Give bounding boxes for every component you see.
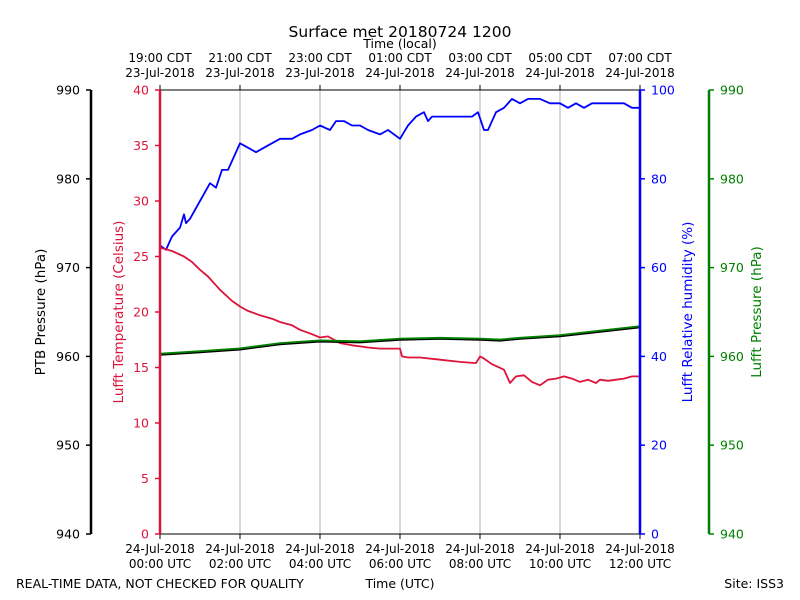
x-tick-label-date: 24-Jul-2018 — [125, 542, 195, 556]
x-tick-label-date: 24-Jul-2018 — [525, 542, 595, 556]
x-tick-label-time: 02:00 UTC — [209, 557, 271, 571]
top-tick-label-date: 24-Jul-2018 — [605, 66, 675, 80]
lufft_pressure-tick-label: 990 — [720, 83, 744, 98]
x-tick-label-time: 00:00 UTC — [129, 557, 191, 571]
lufft_pressure-tick-label: 960 — [720, 349, 744, 364]
top-tick-label-date: 24-Jul-2018 — [445, 66, 515, 80]
x-tick-label-time: 12:00 UTC — [609, 557, 671, 571]
ptb-tick-label: 940 — [56, 527, 80, 542]
temperature-tick-label: 15 — [133, 360, 149, 375]
x-tick-label-time: 10:00 UTC — [529, 557, 591, 571]
humidity-tick-label: 40 — [651, 349, 667, 364]
x-tick-label-time: 08:00 UTC — [449, 557, 511, 571]
bottom-axis-label: Time (UTC) — [364, 576, 434, 591]
ptb-axis-label: PTB Pressure (hPa) — [33, 249, 49, 376]
lufft_pressure-tick-label: 970 — [720, 260, 744, 275]
temperature-tick-label: 30 — [133, 194, 149, 209]
temperature-tick-label: 20 — [133, 305, 149, 320]
top-tick-label-time: 21:00 CDT — [208, 51, 272, 65]
lufft_pressure-tick-label: 980 — [720, 171, 744, 186]
x-tick-label-date: 24-Jul-2018 — [285, 542, 355, 556]
x-tick-label-time: 04:00 UTC — [289, 557, 351, 571]
series-line-lufft_pressure — [159, 325, 641, 355]
top-tick-label-date: 24-Jul-2018 — [525, 66, 595, 80]
top-tick-label-time: 03:00 CDT — [448, 51, 512, 65]
temperature-tick-label: 0 — [141, 527, 149, 542]
x-tick-label-date: 24-Jul-2018 — [205, 542, 275, 556]
lufft_pressure-tick-label: 950 — [720, 438, 744, 453]
temperature-tick-label: 35 — [133, 138, 149, 153]
top-tick-label-date: 24-Jul-2018 — [365, 66, 435, 80]
x-tick-label-time: 06:00 UTC — [369, 557, 431, 571]
temperature-axis-label: Lufft Temperature (Celsius) — [111, 221, 127, 404]
series-line-humidity — [159, 98, 640, 251]
top-tick-label-time: 19:00 CDT — [128, 51, 192, 65]
top-tick-label-date: 23-Jul-2018 — [125, 66, 195, 80]
chart-title: Surface met 20180724 1200 — [289, 23, 512, 41]
humidity-tick-label: 0 — [651, 527, 659, 542]
top-axis-label: Time (local) — [362, 36, 436, 51]
ptb-tick-label: 970 — [56, 260, 80, 275]
top-tick-label-time: 01:00 CDT — [368, 51, 432, 65]
footer-quality-note: REAL-TIME DATA, NOT CHECKED FOR QUALITY — [16, 576, 304, 591]
top-tick-label-date: 23-Jul-2018 — [205, 66, 275, 80]
ptb-tick-label: 950 — [56, 438, 80, 453]
x-tick-label-date: 24-Jul-2018 — [445, 542, 515, 556]
temperature-tick-label: 25 — [133, 249, 149, 264]
ptb-tick-label: 960 — [56, 349, 80, 364]
series-layer — [159, 98, 641, 387]
top-tick-label-time: 07:00 CDT — [608, 51, 672, 65]
ptb-tick-label: 980 — [56, 171, 80, 186]
humidity-tick-label: 80 — [651, 171, 667, 186]
temperature-tick-label: 5 — [141, 471, 149, 486]
humidity-tick-label: 60 — [651, 260, 667, 275]
humidity-tick-label: 100 — [651, 83, 675, 98]
ptb-tick-label: 990 — [56, 83, 80, 98]
lufft_pressure-axis-label: Lufft Pressure (hPa) — [749, 246, 765, 378]
top-tick-label-time: 23:00 CDT — [288, 51, 352, 65]
x-tick-label-date: 24-Jul-2018 — [365, 542, 435, 556]
top-tick-label-time: 05:00 CDT — [528, 51, 592, 65]
lufft_pressure-tick-label: 940 — [720, 527, 744, 542]
top-tick-label-date: 23-Jul-2018 — [285, 66, 355, 80]
temperature-tick-label: 10 — [133, 416, 149, 431]
series-line-temperature — [159, 246, 640, 387]
footer-site: Site: ISS3 — [724, 576, 784, 591]
x-tick-label-date: 24-Jul-2018 — [605, 542, 675, 556]
humidity-axis-label: Lufft Relative humidity (%) — [680, 222, 696, 403]
vertical-gridlines — [239, 90, 561, 534]
humidity-tick-label: 20 — [651, 438, 667, 453]
temperature-tick-label: 40 — [133, 83, 149, 98]
